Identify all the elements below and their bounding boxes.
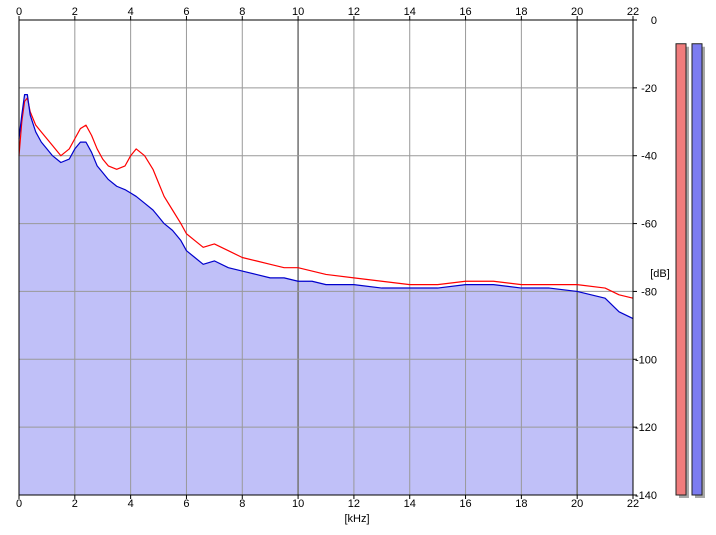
- x-top-tick-label: 22: [627, 6, 639, 18]
- y-tick-label: 0: [651, 15, 657, 27]
- series-red-line: [18, 97, 634, 299]
- x-top-tick-label: 4: [128, 6, 134, 18]
- x-bottom-tick-label: 6: [183, 498, 189, 510]
- x-bottom-tick-label: 16: [459, 498, 471, 510]
- y-tick-label: -60: [641, 219, 657, 231]
- level-meter-right: [691, 43, 703, 496]
- y-tick-label: -20: [641, 83, 657, 95]
- x-bottom-tick-label: 4: [128, 498, 134, 510]
- x-bottom-tick-label: 10: [292, 498, 304, 510]
- x-bottom-tick-label: 18: [515, 498, 527, 510]
- x-bottom-tick-label: 22: [627, 498, 639, 510]
- x-top-tick-label: 20: [571, 6, 583, 18]
- plot-area: [18, 19, 634, 496]
- x-top-tick-label: 10: [292, 6, 304, 18]
- level-meters: [675, 43, 705, 498]
- x-bottom-tick-label: 8: [239, 498, 245, 510]
- level-meter-left: [675, 43, 687, 496]
- x-bottom-tick-labels: 0 2 4 6 8 10 12 14 16 18 20 22: [16, 495, 639, 510]
- x-top-tick-label: 16: [459, 6, 471, 18]
- x-top-tick-label: 6: [183, 6, 189, 18]
- plot-border: [18, 19, 634, 496]
- spectrum-fill-area: [19, 94, 633, 496]
- x-axis-unit-label: [kHz]: [344, 513, 369, 525]
- y-tick-label: -120: [635, 422, 657, 434]
- y-tick-label: -140: [635, 490, 657, 502]
- x-bottom-tick-label: 20: [571, 498, 583, 510]
- x-bottom-tick-label: 0: [16, 498, 22, 510]
- y-tick-label: -80: [641, 286, 657, 298]
- y-axis-unit-label: [dB]: [650, 268, 670, 280]
- series-blue-line: [18, 94, 634, 320]
- x-top-tick-label: 8: [239, 6, 245, 18]
- x-top-tick-label: 12: [348, 6, 360, 18]
- x-top-tick-label: 2: [72, 6, 78, 18]
- y-tick-label: -100: [635, 354, 657, 366]
- x-top-tick-label: 0: [16, 6, 22, 18]
- x-top-tick-label: 14: [404, 6, 416, 18]
- y-tick-label: -40: [641, 151, 657, 163]
- x-bottom-tick-label: 14: [404, 498, 416, 510]
- x-top-tick-labels: 0 2 4 6 8 10 12 14 16 18 20 22: [16, 6, 639, 20]
- x-top-tick-label: 18: [515, 6, 527, 18]
- x-bottom-tick-label: 12: [348, 498, 360, 510]
- y-tick-labels: 0 -20 -40 -60 -80 -100 -120 -140: [633, 15, 657, 502]
- x-bottom-tick-label: 2: [72, 498, 78, 510]
